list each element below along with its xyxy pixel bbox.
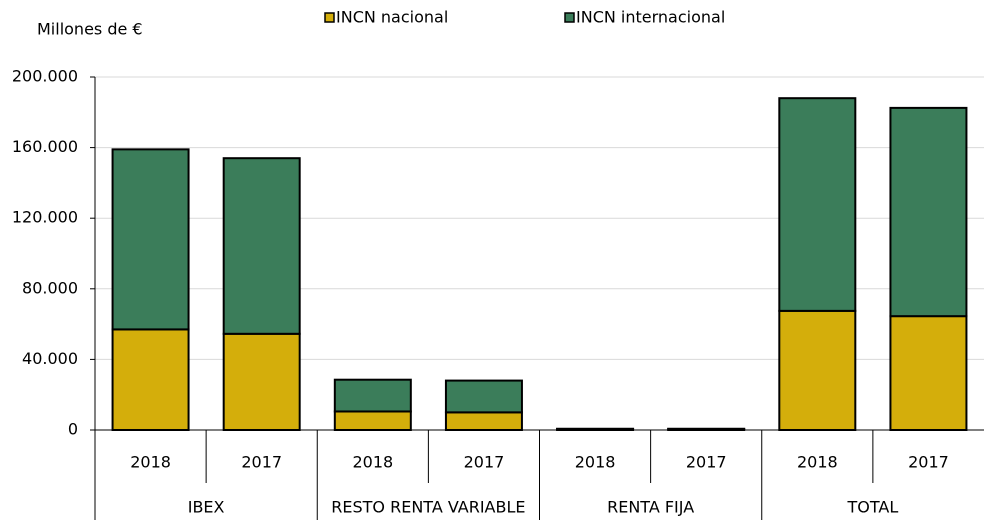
legend-swatch bbox=[324, 12, 335, 23]
x-tick-label: 2017 bbox=[908, 453, 949, 472]
y-tick-label: 120.000 bbox=[12, 208, 78, 227]
y-axis-label: Millones de € bbox=[37, 20, 143, 39]
group-label: IBEX bbox=[188, 498, 225, 517]
legend-label: INCN internacional bbox=[576, 8, 725, 27]
bar-segment bbox=[111, 328, 190, 431]
bar-segment bbox=[667, 427, 746, 431]
bar-segment bbox=[889, 315, 968, 431]
bar-segment bbox=[889, 106, 968, 318]
y-tick-label: 0 bbox=[68, 420, 78, 439]
x-tick-label: 2017 bbox=[241, 453, 282, 472]
x-tick-label: 2018 bbox=[130, 453, 171, 472]
bar-segment bbox=[444, 379, 523, 414]
x-tick-label: 2017 bbox=[464, 453, 505, 472]
x-tick-label: 2018 bbox=[797, 453, 838, 472]
y-tick-label: 200.000 bbox=[12, 67, 78, 86]
legend-label: INCN nacional bbox=[336, 8, 448, 27]
bar-segment bbox=[778, 309, 857, 431]
bar-segment bbox=[333, 410, 412, 431]
legend-swatch bbox=[564, 12, 575, 23]
y-tick-label: 80.000 bbox=[22, 278, 78, 297]
bar-segment bbox=[111, 148, 190, 331]
group-label: TOTAL bbox=[846, 498, 898, 517]
x-tick-label: 2017 bbox=[686, 453, 727, 472]
bar-segment bbox=[778, 97, 857, 312]
y-tick-label: 40.000 bbox=[22, 349, 78, 368]
bar-segment bbox=[222, 157, 301, 335]
y-tick-label: 160.000 bbox=[12, 137, 78, 156]
bar-segment bbox=[222, 332, 301, 431]
group-label: RESTO RENTA VARIABLE bbox=[331, 498, 525, 517]
group-label: RENTA FIJA bbox=[607, 498, 694, 517]
bar-segment bbox=[333, 378, 412, 413]
x-tick-label: 2018 bbox=[575, 453, 616, 472]
x-tick-label: 2018 bbox=[352, 453, 393, 472]
bar-segment bbox=[444, 411, 523, 432]
bar-segment bbox=[556, 427, 635, 431]
